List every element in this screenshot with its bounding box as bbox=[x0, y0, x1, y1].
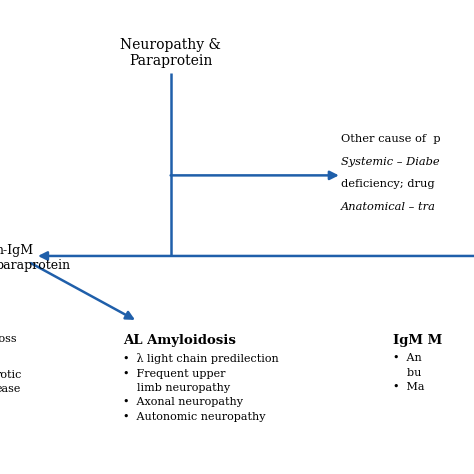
Text: Systemic – Diabe: Systemic – Diabe bbox=[341, 156, 440, 167]
Text: AL Amyloidosis: AL Amyloidosis bbox=[123, 334, 236, 347]
Text: loss: loss bbox=[0, 334, 17, 344]
Text: n-IgM
paraprotein: n-IgM paraprotein bbox=[0, 244, 70, 273]
Text: rotic
ease: rotic ease bbox=[0, 370, 22, 394]
Text: Neuropathy &
Paraprotein: Neuropathy & Paraprotein bbox=[120, 38, 221, 68]
Text: IgM M: IgM M bbox=[393, 334, 443, 347]
Text: •  λ light chain predilection
•  Frequent upper
    limb neuropathy
•  Axonal ne: • λ light chain predilection • Frequent … bbox=[123, 353, 279, 422]
Text: deficiency; drug: deficiency; drug bbox=[341, 179, 435, 190]
Text: Other cause of  p: Other cause of p bbox=[341, 134, 441, 144]
Text: •  An
    bu
•  Ma: • An bu • Ma bbox=[393, 353, 425, 392]
Text: Anatomical – tra: Anatomical – tra bbox=[341, 202, 436, 212]
